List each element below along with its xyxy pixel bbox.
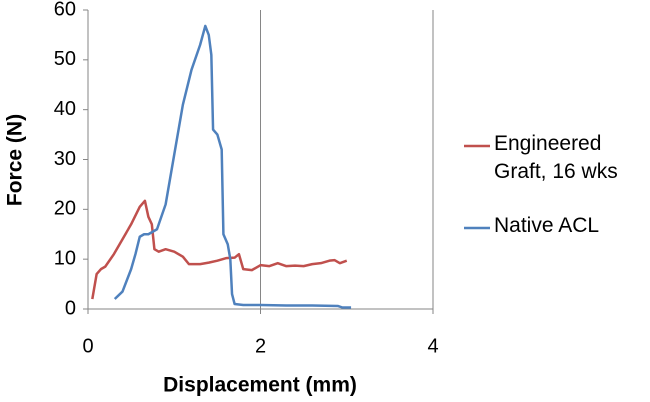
y-tick-label: 30 xyxy=(54,148,76,170)
series-line xyxy=(113,24,352,309)
y-tick-label: 50 xyxy=(54,48,76,70)
y-axis-title: Force (N) xyxy=(4,114,27,206)
x-tick-label: 2 xyxy=(255,335,266,357)
legend-label: Engineered Graft, 16 wks xyxy=(494,132,618,183)
legend-label: Native ACL xyxy=(494,214,600,237)
y-tick-label: 0 xyxy=(65,297,76,319)
x-tick-label: 4 xyxy=(427,335,438,357)
y-tick-label: 10 xyxy=(54,247,76,269)
y-tick-label: 20 xyxy=(54,198,76,220)
x-axis-title: Displacement (mm) xyxy=(163,374,357,397)
y-tick-label: 60 xyxy=(54,0,76,20)
x-tick-label: 0 xyxy=(82,335,93,357)
y-tick-label: 40 xyxy=(54,98,76,120)
series-line xyxy=(91,199,348,300)
